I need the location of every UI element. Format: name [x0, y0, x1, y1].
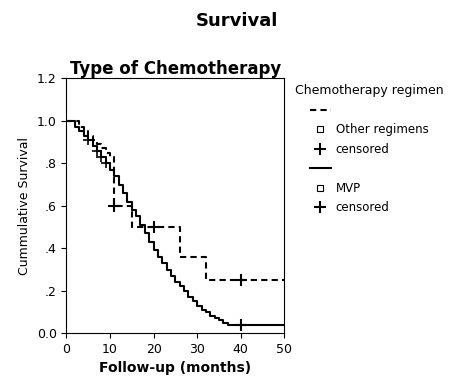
Title: Type of Chemotherapy: Type of Chemotherapy [70, 60, 281, 78]
Legend: , Other regimens, censored, , MVP, censored: , Other regimens, censored, , MVP, censo… [295, 84, 443, 214]
X-axis label: Follow-up (months): Follow-up (months) [100, 361, 251, 376]
Text: Survival: Survival [196, 12, 278, 30]
Y-axis label: Cummulative Survival: Cummulative Survival [18, 137, 31, 275]
